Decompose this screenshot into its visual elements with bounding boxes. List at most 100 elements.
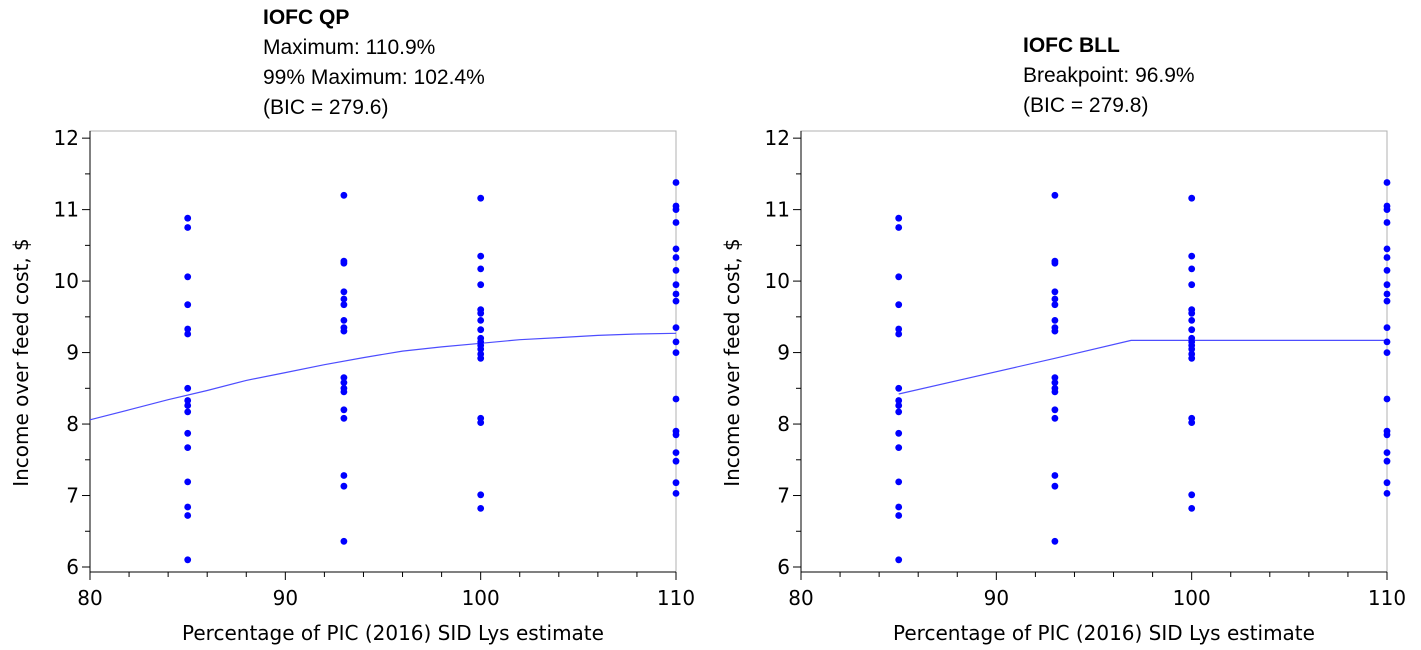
data-point (672, 297, 680, 305)
data-point (1051, 259, 1059, 267)
y-axis-label: Income over feed cost, $ (720, 238, 744, 487)
data-point (1383, 490, 1391, 497)
data-point (895, 444, 903, 451)
data-point (895, 224, 903, 231)
data-point (1188, 317, 1196, 324)
y-tick-label: 12 (54, 126, 79, 150)
x-tick-label: 80 (77, 586, 102, 610)
data-point (895, 408, 903, 416)
y-tick-label: 9 (66, 341, 79, 365)
data-point (1051, 482, 1059, 490)
x-tick-label: 110 (1368, 586, 1406, 610)
data-point (1051, 301, 1059, 309)
data-point (477, 345, 485, 353)
data-point (672, 490, 680, 497)
data-point (340, 472, 348, 479)
y-tick-label: 11 (765, 198, 790, 222)
data-point (1383, 245, 1391, 253)
y-tick-label: 6 (777, 555, 790, 579)
data-point (477, 419, 485, 426)
data-point (184, 273, 192, 281)
data-point (340, 295, 348, 303)
data-point (895, 325, 903, 333)
data-point (1051, 414, 1059, 422)
data-point (340, 327, 348, 335)
data-point (340, 259, 348, 267)
annotation-99-maximum: 99% Maximum: 102.4% (263, 66, 485, 89)
data-point (1051, 388, 1059, 396)
data-point (184, 429, 192, 437)
data-point (895, 402, 903, 409)
y-tick-label: 7 (777, 484, 790, 508)
data-point (184, 325, 192, 333)
data-point (184, 478, 192, 486)
data-point (477, 281, 485, 289)
data-point (184, 444, 192, 451)
data-point (895, 503, 903, 511)
data-point (1383, 254, 1391, 261)
y-tick-label: 10 (54, 269, 79, 293)
x-axis-label: Percentage of PIC (2016) SID Lys estimat… (182, 621, 604, 645)
data-point (1188, 281, 1196, 289)
data-point (895, 429, 903, 437)
data-point (184, 556, 192, 564)
data-point (1051, 288, 1059, 296)
plot-frame (800, 130, 1388, 573)
chart-title: IOFC QP (263, 6, 350, 29)
data-point (477, 354, 485, 362)
data-point (1188, 194, 1196, 202)
data-point (340, 288, 348, 296)
data-point (477, 252, 485, 260)
data-point (340, 374, 348, 381)
data-point (895, 512, 903, 519)
data-point (672, 206, 680, 214)
data-point (672, 338, 680, 346)
data-point (184, 224, 192, 231)
data-point (477, 309, 485, 317)
data-point (672, 254, 680, 261)
y-tick-label: 6 (66, 555, 79, 579)
data-point (672, 290, 680, 298)
x-tick-label: 110 (657, 586, 695, 610)
data-point (672, 219, 680, 226)
data-point (1188, 491, 1196, 499)
x-tick-label: 100 (1173, 586, 1211, 610)
data-point (672, 267, 680, 274)
annotation-maximum: Maximum: 110.9% (263, 36, 436, 59)
chart-panel-iofc-bll: IOFC BLL Breakpoint: 96.9% (BIC = 279.8)… (711, 0, 1421, 650)
chart-title: IOFC BLL (1023, 34, 1120, 57)
data-point (1383, 290, 1391, 298)
data-point (184, 397, 192, 404)
data-point (672, 449, 680, 456)
data-point (672, 281, 680, 289)
data-point (1051, 379, 1059, 386)
data-point (895, 397, 903, 404)
data-point (340, 317, 348, 324)
data-point (1188, 265, 1196, 273)
y-tick-label: 8 (66, 412, 79, 436)
annotation-bic: (BIC = 279.8) (1023, 94, 1149, 117)
data-point (672, 395, 680, 403)
data-point (895, 384, 903, 392)
data-point (184, 402, 192, 409)
data-point (340, 482, 348, 490)
data-point (672, 179, 680, 186)
data-point (184, 214, 192, 222)
data-point (672, 324, 680, 331)
data-point (184, 408, 192, 416)
x-tick-label: 90 (273, 586, 298, 610)
data-point (1051, 374, 1059, 381)
data-point (1051, 472, 1059, 479)
data-point (340, 406, 348, 414)
data-point (477, 317, 485, 324)
data-point (184, 512, 192, 519)
data-point (184, 330, 192, 338)
data-point (1383, 431, 1391, 439)
data-point (340, 301, 348, 309)
data-point (1051, 295, 1059, 303)
data-point (340, 388, 348, 396)
data-point (1383, 457, 1391, 465)
scatter-plot-iofc-bll: 80 90 100 110 6 7 8 9 10 11 12 Percentage of PIC (2… (720, 126, 1406, 645)
data-point (1383, 479, 1391, 487)
data-point (1383, 281, 1391, 289)
